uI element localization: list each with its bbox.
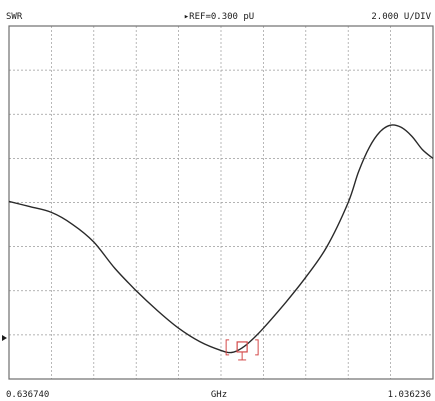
start-frequency-label: 0.636740 — [6, 390, 49, 400]
stop-frequency-label: 1.036236 — [388, 390, 431, 400]
marker-left-bracket — [225, 339, 230, 356]
marker-1[interactable] — [225, 339, 259, 361]
reference-label: ▸REF=0.300 pU — [184, 12, 254, 22]
frequency-unit-label: GHz — [211, 390, 227, 400]
swr-trace — [8, 124, 434, 354]
scale-label: 2.000 U/DIV — [371, 12, 431, 22]
marker-right-bracket — [255, 339, 259, 356]
reference-position-arrow-icon — [2, 335, 7, 341]
plot-frame — [8, 25, 434, 380]
format-label: SWR — [6, 12, 23, 22]
